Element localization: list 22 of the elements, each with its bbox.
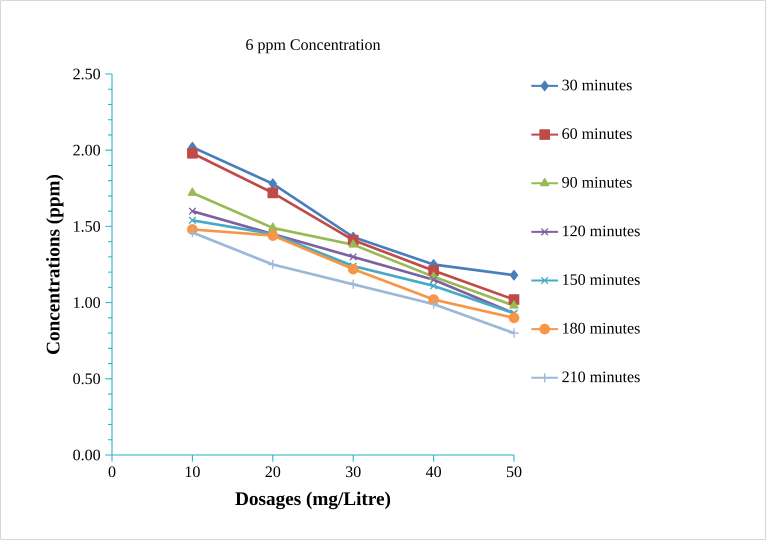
x-tick-label: 50 bbox=[506, 466, 522, 478]
y-axis-title: Concentrations (ppm) bbox=[46, 174, 64, 354]
legend-label: 210 minutes bbox=[562, 371, 640, 382]
legend-label: 60 minutes bbox=[562, 128, 632, 140]
x-tick-label: 20 bbox=[266, 466, 280, 478]
y-tick-label: 1.00 bbox=[74, 297, 100, 308]
legend-label: 150 minutes bbox=[563, 274, 640, 285]
x-tick-label: 10 bbox=[186, 466, 200, 478]
legend-label: 30 minutes bbox=[562, 80, 632, 90]
chart-title: 6 ppm Concentration bbox=[246, 39, 380, 54]
y-tick-label: 2.50 bbox=[73, 68, 100, 80]
legend-label: 90 minutes bbox=[562, 176, 632, 188]
y-tick-label: 1.50 bbox=[74, 220, 100, 232]
x-axis-title: Dosages (mg/Litre) bbox=[235, 492, 390, 510]
x-tick-label: 40 bbox=[426, 466, 441, 478]
x-tick-label: 30 bbox=[346, 466, 361, 478]
y-tick-label: 2.00 bbox=[73, 144, 100, 156]
y-tick-label: 0.50 bbox=[73, 373, 100, 384]
legend-label: 180 minutes bbox=[563, 322, 640, 334]
x-tick-label: 0 bbox=[108, 466, 116, 478]
legend-label: 120 minutes bbox=[563, 226, 640, 236]
y-tick-label: 0.00 bbox=[73, 450, 100, 460]
